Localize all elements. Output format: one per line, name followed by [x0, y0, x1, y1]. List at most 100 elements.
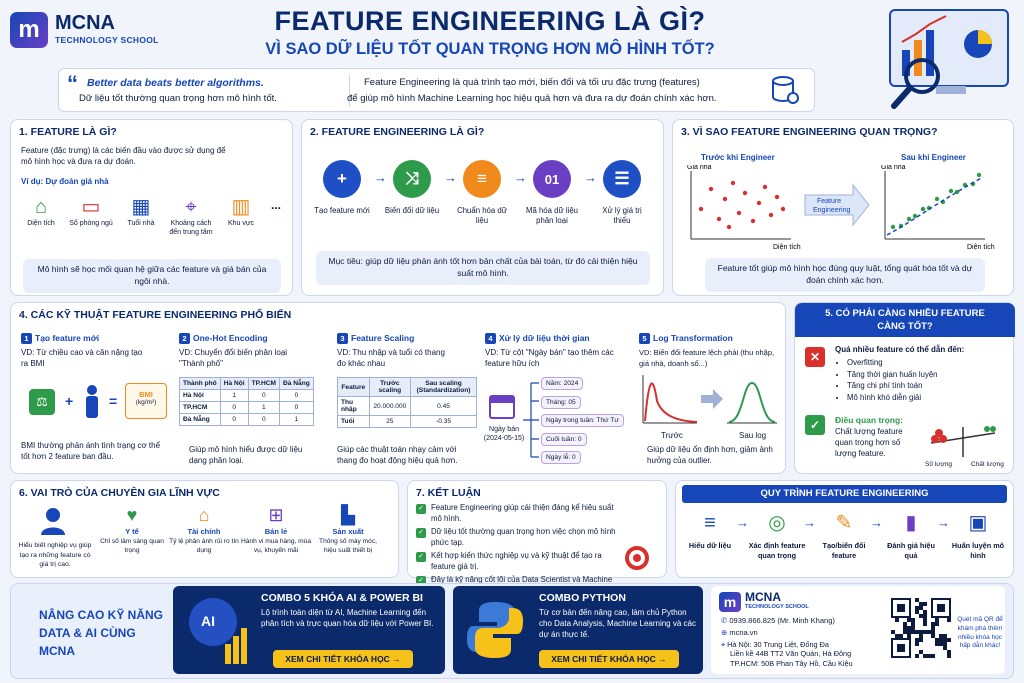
fe-step-label: Chuẩn hóa dữ liệu — [457, 206, 507, 226]
database-icon: ≡ — [704, 512, 716, 534]
page-title: FEATURE ENGINEERING LÀ GÌ? — [274, 6, 706, 36]
t3-vd: VD: Thu nhập và tuổi có thang đo khác nh… — [337, 348, 445, 369]
list-item: Mô hình khó diễn giải — [847, 392, 938, 404]
table-cell: 0 — [279, 389, 314, 402]
c1-detail-button[interactable]: XEM CHI TIẾT KHÓA HỌC → — [273, 650, 413, 668]
table-cell: Đà Nẵng — [179, 413, 221, 426]
c1-desc: Lộ trình toàn diện từ AI, Machine Learni… — [261, 608, 434, 628]
web-line[interactable]: ⊕ mcna.vn — [721, 628, 758, 637]
arrow-right-icon: → — [870, 515, 883, 530]
fe-arrow-label: Engineering — [813, 207, 850, 214]
technique-4: 4 Xử lý dữ liệu thời gian VD: Từ cột "Ngà… — [484, 333, 630, 471]
fe-step-icon: 01 — [533, 160, 571, 198]
point — [730, 180, 736, 186]
y-axis-label: Giá nhà — [687, 165, 712, 171]
table-cell: 0 — [247, 389, 281, 402]
feature-item-label: Số phòng ngủ — [69, 220, 113, 227]
addr3: TP.HCM: 50B Phan Tây Hồ, Cầu Kiệu — [730, 658, 853, 668]
section-7-title: 7. KẾT LUẬN — [416, 487, 481, 499]
t5-vd: VD: Biến đổi feature lệch phải (thu nhập… — [639, 348, 775, 368]
y-axis-label: Giá nhà — [881, 165, 906, 171]
qr-note: Quét mã QR để khám phá thêm nhiều khóa h… — [957, 616, 1003, 650]
s5-scale-left: Số lượng — [925, 461, 953, 468]
feature-item: ⌂ Diện tích — [17, 194, 65, 229]
point — [736, 210, 742, 216]
fe-step-icon: ⤨ — [393, 160, 431, 198]
table-cell: 0 — [247, 413, 281, 426]
point — [742, 190, 748, 196]
point — [750, 218, 756, 224]
calendar-icon: ▦ — [131, 196, 151, 218]
domain-item: ⊞ Bán lẻ Hành vi mua hàng, mùa vụ, khuyến … — [241, 505, 311, 556]
feature-item: ▥ Khu vực — [217, 194, 265, 229]
table-row: TP.HCM 0 1 0 — [179, 401, 314, 414]
target-icon: ◎ — [768, 512, 786, 534]
table-cell: 25 — [368, 415, 412, 428]
phone-line[interactable]: ✆ 0939.866.825 (Mr. Minh Khang) — [721, 616, 835, 625]
c2-detail-button[interactable]: XEM CHI TIẾT KHÓA HỌC → — [539, 650, 679, 668]
feature-item-label: Khu vực — [227, 220, 255, 227]
s5-good-text: Chất lượng feature quan trọng hơn số lượ… — [835, 427, 903, 458]
t3-foot: Giúp các thuật toán nhạy cảm với thang đ… — [337, 445, 458, 465]
cart-icon: ⊞ — [268, 505, 284, 525]
table-row: Hà Nội 1 0 0 — [179, 389, 314, 402]
table-cell: 1 — [219, 389, 249, 402]
doctor-icon — [39, 507, 67, 535]
divider — [349, 75, 350, 107]
process-step: ◎ Xác định feature quan trọng — [747, 509, 807, 561]
table-header: Trước scaling — [368, 377, 412, 397]
quote-desc1: Feature Engineering là quá trình tạo mới… — [364, 77, 700, 88]
t4-name: Xử lý dữ liệu thời gian — [499, 333, 590, 343]
check-icon: ✓ — [416, 552, 426, 563]
fe-step: 01 Mã hóa dữ liệu phân loại — [524, 160, 580, 226]
point — [708, 186, 714, 192]
logo-mark-icon: m — [10, 12, 48, 48]
list-item: Tăng chi phí tính toán — [847, 380, 938, 392]
t1-name: Tạo feature mới — [35, 333, 100, 343]
feature-item: ▦ Tuổi nhà — [117, 194, 165, 229]
table-cell: 0 — [279, 401, 314, 414]
log-transform-curves — [642, 375, 777, 424]
table-cell: 0.45 — [410, 396, 477, 416]
pin-icon: ⌖ — [721, 640, 728, 649]
t4-vd: VD: Từ cột "Ngày bán" tạo thêm các featu… — [485, 348, 614, 369]
t4-date: Ngày bán (2024-05-15) — [483, 426, 525, 443]
bed-icon: ▭ — [81, 196, 101, 218]
date-part: Ngày lễ: 0 — [541, 451, 581, 464]
section-1-title: 1. FEATURE LÀ GÌ? — [19, 126, 117, 138]
cube-icon: ▣ — [968, 512, 988, 534]
section-5-title: 5. CÓ PHẢI CÀNG NHIỀU FEATURE CÀNG TỐT? — [795, 303, 1015, 337]
arrow-right-icon: → — [374, 170, 387, 185]
python-logo-icon — [467, 600, 523, 660]
fe-step-label: Tạo feature mới — [314, 206, 370, 215]
addr-line: ⌖ Hà Nội: 30 Trung Liệt, Đống Đa Liền kề … — [721, 640, 891, 668]
s3-scatter-comparison: Giá nhà Diện tích Giá nhà Diện tích Feature E… — [687, 165, 995, 250]
arrow-right-icon: → — [736, 515, 749, 530]
page-subtitle: VÌ SAO DỮ LIỆU TỐT QUAN TRỌNG HƠN MÔ HÌN… — [265, 40, 715, 58]
branch-arrows — [523, 382, 539, 458]
target-icon — [624, 545, 650, 571]
t2-vd: VD: Chuyển đổi biến phân loại "Thành phố… — [179, 348, 288, 369]
one-hot-table: Thành phố Hà Nội TP.HCM Đà Nẵng Hà Nội 1 0 0 TP.… — [179, 377, 314, 426]
bmi-unit: (kg/m²) — [135, 399, 157, 406]
contact-card: m MCNA TECHNOLOGY SCHOOL ✆ 0939.866.825 … — [711, 586, 1005, 674]
qr-code-icon[interactable] — [891, 598, 951, 658]
t1-vd: VD: Từ chiều cao và cân nặng tạo ra BMI — [21, 348, 143, 369]
table-row: Thu nhập 20.000.000 0.45 — [337, 396, 477, 416]
domain-desc: Hành vi mua hàng, mùa vụ, khuyến mãi — [241, 538, 312, 554]
fe-step-label: Mã hóa dữ liệu phân loại — [525, 206, 579, 226]
fe-step-label: Xử lý giá trị thiếu — [602, 206, 642, 226]
scale-icon: ⚖ — [29, 389, 55, 415]
footer: NÂNG CAO KỸ NĂNG DATA & AI CÙNG MCNA AI … — [10, 583, 1014, 679]
fe-step-icon: ☰ — [603, 160, 641, 198]
section-3: 3. VÌ SAO FEATURE ENGINEERING QUAN TRỌNG… — [672, 119, 1014, 296]
list-item: ✓ Dữ liệu tốt thường quan trọng hơn việc … — [416, 527, 621, 548]
t1-foot: BMI thường phản ánh tình trạng cơ thể tố… — [21, 441, 161, 461]
heart-icon: ♥ — [126, 505, 138, 525]
list-item: ✓ Kết hợp kiến thức nghiệp vụ và kỹ thuật… — [416, 551, 621, 572]
scaling-table: Feature Trước scaling Sau scaling (Standar… — [337, 377, 477, 428]
point — [976, 172, 982, 178]
database-gear-icon — [771, 75, 799, 105]
technique-2: 2 One-Hot Encoding VD: Chuyển đổi biến ph… — [179, 333, 329, 471]
table-row: Đà Nẵng 0 0 1 — [179, 413, 314, 426]
